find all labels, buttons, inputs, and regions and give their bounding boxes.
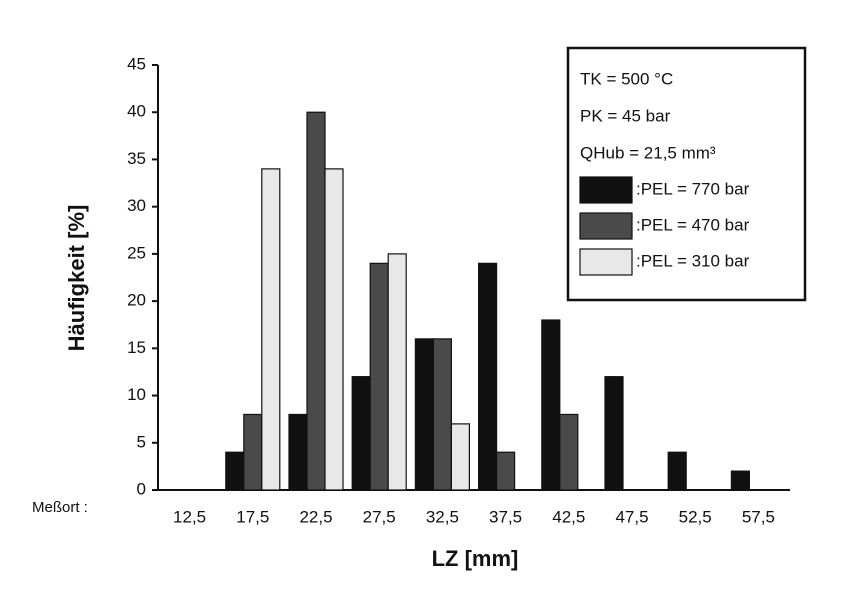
bar [604, 376, 624, 491]
x-tick-label: 42,5 [552, 507, 585, 526]
bar [324, 168, 344, 491]
x-tick-label: 37,5 [489, 507, 522, 526]
legend-note: TK = 500 °C [580, 69, 673, 88]
x-tick-label: 22,5 [299, 507, 332, 526]
bar [369, 262, 389, 491]
bar [432, 338, 452, 491]
bar [225, 451, 245, 491]
y-tick-label: 30 [127, 196, 146, 215]
bar [414, 338, 434, 491]
legend-swatch [579, 248, 633, 276]
x-tick-label: 12,5 [173, 507, 206, 526]
y-tick-label: 25 [127, 243, 146, 262]
x-tick-label: 52,5 [679, 507, 712, 526]
bar [478, 262, 498, 491]
y-tick-label: 40 [127, 102, 146, 121]
x-axis-label: LZ [mm] [432, 546, 519, 571]
y-tick-label: 0 [137, 479, 146, 498]
legend-note: PK = 45 bar [580, 106, 671, 125]
bar [351, 376, 371, 491]
y-tick-label: 10 [127, 385, 146, 404]
y-tick-label: 15 [127, 338, 146, 357]
bar [288, 413, 308, 491]
y-tick-label: 35 [127, 149, 146, 168]
legend-label: :PEL = 770 bar [636, 179, 750, 198]
x-tick-label: 47,5 [615, 507, 648, 526]
bar [261, 168, 281, 491]
x-prefix: Meßort : [32, 499, 88, 516]
bar [559, 413, 579, 491]
bar [387, 253, 407, 491]
legend-swatch [579, 176, 633, 204]
bar [541, 319, 561, 491]
bar [243, 413, 263, 491]
bar [306, 111, 326, 491]
y-tick-label: 45 [127, 54, 146, 73]
legend-label: :PEL = 470 bar [636, 215, 750, 234]
legend-label: :PEL = 310 bar [636, 251, 750, 270]
legend-note: QHub = 21,5 mm³ [580, 143, 716, 162]
x-tick-label: 57,5 [742, 507, 775, 526]
legend-box [566, 46, 807, 302]
bar [450, 423, 470, 491]
bar [496, 451, 516, 491]
y-tick-label: 20 [127, 291, 146, 310]
bar [730, 470, 751, 491]
bar [667, 451, 687, 491]
legend-swatch [579, 212, 633, 240]
y-axis-label: Häufigkeit [%] [64, 205, 89, 352]
x-tick-label: 27,5 [363, 507, 396, 526]
x-tick-label: 17,5 [236, 507, 269, 526]
x-tick-label: 32,5 [426, 507, 459, 526]
y-tick-label: 5 [137, 432, 146, 451]
